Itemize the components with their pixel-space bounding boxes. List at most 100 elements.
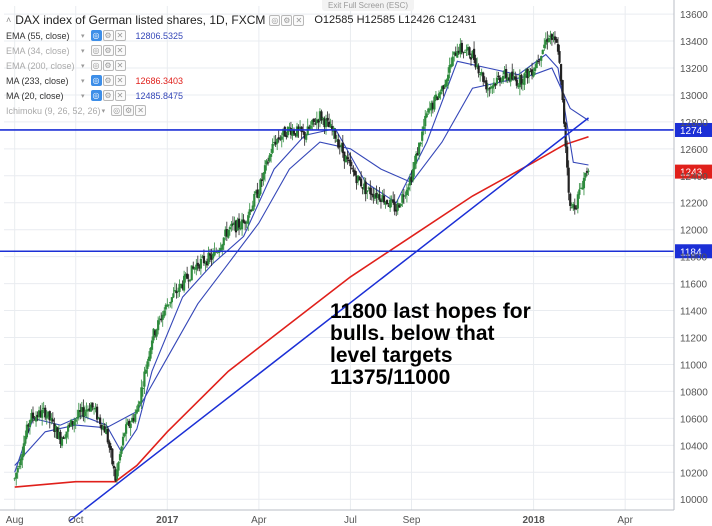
gear-icon[interactable]: ⚙	[102, 60, 114, 71]
candle-body	[192, 266, 195, 269]
candle-body	[38, 410, 41, 418]
close-value: C12431	[437, 14, 477, 26]
candle-body	[144, 369, 148, 374]
indicator-row[interactable]: EMA (55, close) ▾ ◎ ⚙ ✕ 12806.5325	[6, 28, 477, 43]
candle-body	[492, 82, 496, 87]
close-icon[interactable]: ✕	[114, 75, 126, 86]
candle-body	[411, 169, 415, 181]
chevron-down-icon[interactable]: ▾	[81, 77, 85, 85]
candle-body	[341, 142, 344, 154]
candle-body	[331, 126, 334, 131]
candle-body	[71, 421, 74, 425]
candle-body	[222, 237, 225, 246]
close-icon[interactable]: ✕	[135, 105, 147, 116]
indicator-buttons: ◎ ⚙ ✕	[111, 105, 147, 116]
candle-body	[514, 76, 517, 80]
candle-body	[99, 417, 102, 425]
close-icon[interactable]: ✕	[114, 45, 126, 56]
candle-body	[269, 154, 273, 157]
candle-body	[42, 407, 45, 409]
candle-body	[231, 223, 235, 225]
visibility-icon[interactable]: ◎	[90, 75, 102, 86]
candle-body	[559, 64, 563, 82]
candle-body	[141, 388, 144, 390]
candle-body	[436, 96, 439, 101]
visibility-icon[interactable]: ◎	[90, 60, 102, 71]
candle-body	[569, 193, 572, 206]
candle-body	[338, 145, 341, 148]
visibility-icon[interactable]: ◎	[111, 105, 123, 116]
candle-body	[147, 356, 151, 361]
candle-body	[585, 170, 589, 173]
price-tick-label: 12800	[680, 118, 708, 129]
indicator-row[interactable]: MA (233, close) ▾ ◎ ⚙ ✕ 12686.3403	[6, 73, 477, 88]
indicator-row[interactable]: Ichimoku (9, 26, 52, 26) ▾ ◎ ⚙ ✕	[6, 103, 477, 118]
gear-icon[interactable]: ⚙	[102, 75, 114, 86]
chevron-down-icon[interactable]: ▾	[81, 62, 85, 70]
candle-body	[343, 151, 346, 162]
indicator-row[interactable]: MA (20, close) ▾ ◎ ⚙ ✕ 12485.8475	[6, 88, 477, 103]
candle-body	[196, 262, 199, 266]
close-icon[interactable]: ✕	[114, 30, 126, 41]
collapse-legend-icon[interactable]: ˄	[6, 15, 12, 25]
chevron-down-icon[interactable]: ▾	[81, 47, 85, 55]
visibility-icon[interactable]: ◎	[90, 45, 102, 56]
close-icon[interactable]: ✕	[114, 60, 126, 71]
candle-body	[521, 83, 525, 85]
gear-icon[interactable]: ⚙	[102, 90, 114, 101]
visibility-icon[interactable]: ◎	[90, 90, 102, 101]
candle-body	[524, 69, 528, 73]
candle-body	[416, 152, 419, 156]
gear-icon[interactable]: ⚙	[123, 105, 135, 116]
candle-body	[456, 51, 459, 58]
chevron-down-icon[interactable]: ▾	[81, 92, 85, 100]
candle-body	[36, 414, 39, 418]
candle-body	[257, 193, 260, 199]
candle-body	[28, 420, 32, 428]
chevron-down-icon[interactable]: ▾	[81, 32, 85, 40]
exit-full-screen-button[interactable]: Exit Full Screen (ESC)	[322, 0, 415, 11]
candle-body	[193, 267, 196, 270]
chevron-down-icon[interactable]: ▾	[101, 107, 106, 115]
candle-body	[334, 129, 337, 139]
candle-body	[146, 361, 149, 369]
candle-body	[529, 71, 532, 73]
candle-body	[237, 218, 241, 228]
visibility-icon[interactable]: ◎	[90, 30, 102, 41]
gear-icon[interactable]: ⚙	[102, 45, 114, 56]
candle-body	[469, 56, 473, 60]
symbol-title: DAX index of German listed shares, 1D, F…	[15, 13, 266, 27]
candle-body	[114, 469, 117, 481]
candle-body	[517, 85, 520, 88]
candle-body	[295, 126, 299, 137]
indicator-row[interactable]: EMA (34, close) ▾ ◎ ⚙ ✕	[6, 43, 477, 58]
candle-body	[427, 108, 430, 113]
candle-body	[205, 261, 209, 266]
indicator-name: MA (233, close)	[6, 75, 69, 86]
indicator-row[interactable]: EMA (200, close) ▾ ◎ ⚙ ✕	[6, 58, 477, 73]
candle-body	[476, 64, 479, 67]
gear-icon[interactable]: ⚙	[102, 30, 114, 41]
candle-body	[324, 119, 328, 128]
candle-body	[399, 203, 402, 206]
candle-body	[318, 111, 322, 121]
candle-body	[366, 190, 369, 193]
candle-body	[582, 177, 586, 189]
gear-icon[interactable]: ⚙	[281, 14, 293, 26]
price-tick-label: 10400	[680, 441, 708, 452]
candle-body	[161, 314, 164, 320]
candle-body	[495, 77, 499, 84]
candle-body	[260, 179, 264, 181]
chart-annotation: 11800 last hopes for bulls. below that l…	[330, 300, 531, 389]
candle-body	[395, 209, 398, 212]
candle-body	[471, 50, 474, 59]
close-icon[interactable]: ✕	[114, 90, 126, 101]
close-icon[interactable]: ✕	[293, 14, 305, 26]
candle-body	[587, 170, 590, 172]
candle-body	[349, 159, 352, 167]
price-tick-label: 13000	[680, 91, 708, 102]
visibility-icon[interactable]: ◎	[269, 14, 281, 26]
candle-body	[109, 446, 112, 450]
candle-body	[53, 423, 56, 432]
